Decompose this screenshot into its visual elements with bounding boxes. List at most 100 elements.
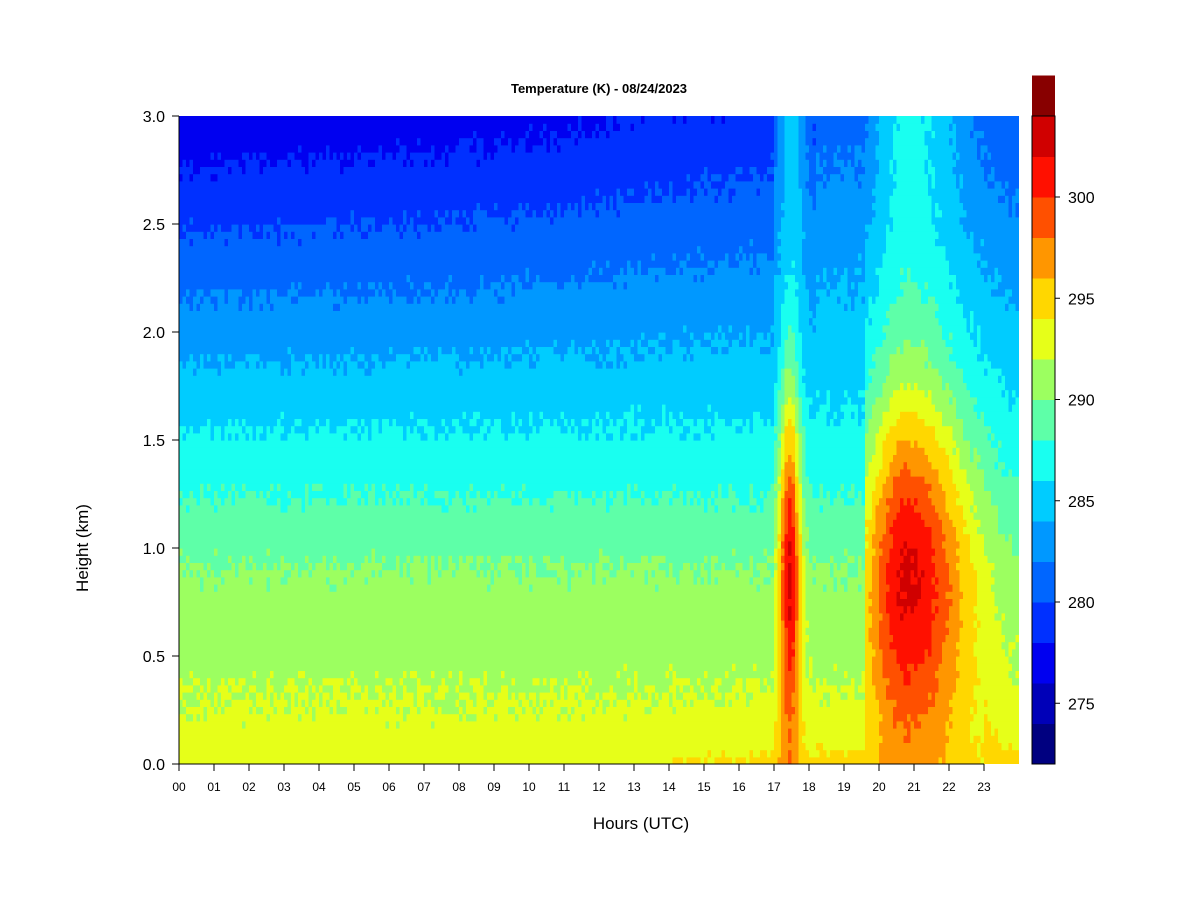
heatmap-cell <box>249 382 254 391</box>
heatmap-cell <box>270 720 275 729</box>
heatmap-cell <box>207 281 212 290</box>
heatmap-cell <box>245 526 250 535</box>
heatmap-cell <box>214 540 219 549</box>
heatmap-cell <box>270 368 275 376</box>
heatmap-cell <box>357 231 362 239</box>
heatmap-cell <box>354 461 359 470</box>
heatmap-cell <box>357 699 362 707</box>
heatmap-cell <box>228 425 233 434</box>
heatmap-cell <box>221 735 226 743</box>
heatmap-cell <box>350 166 355 175</box>
heatmap-cell <box>347 692 352 700</box>
heatmap-cell <box>277 512 282 520</box>
heatmap-cell <box>284 605 289 614</box>
heatmap-cell <box>312 504 317 513</box>
heatmap-cell <box>266 612 271 621</box>
heatmap-cell <box>284 144 289 153</box>
heatmap-cell <box>343 512 348 520</box>
heatmap-cell <box>354 411 359 419</box>
heatmap-cell <box>347 670 352 679</box>
heatmap-cell <box>347 504 352 513</box>
heatmap-cell <box>217 540 222 549</box>
heatmap-cell <box>277 490 282 499</box>
heatmap-cell <box>193 209 198 218</box>
heatmap-cell <box>256 728 261 736</box>
heatmap-cell <box>186 375 191 383</box>
heatmap-cell <box>193 375 198 383</box>
heatmap-cell <box>193 677 198 686</box>
heatmap-cell <box>291 548 296 556</box>
heatmap-cell <box>256 116 261 124</box>
heatmap-cell <box>256 353 261 362</box>
heatmap-cell <box>336 324 341 333</box>
heatmap-cell <box>189 404 194 412</box>
heatmap-cell <box>179 476 184 484</box>
heatmap-cell <box>207 296 212 304</box>
heatmap-cell <box>238 569 243 578</box>
heatmap-cell <box>277 432 282 441</box>
heatmap-cell <box>270 584 275 592</box>
heatmap-cell <box>319 152 324 160</box>
heatmap-cell <box>336 116 341 124</box>
heatmap-cell <box>214 238 219 247</box>
heatmap-cell <box>263 123 268 131</box>
heatmap-cell <box>249 670 254 679</box>
heatmap-cell <box>221 231 226 239</box>
heatmap-cell <box>221 713 226 722</box>
heatmap-cell <box>312 447 317 455</box>
heatmap-cell <box>179 526 184 535</box>
heatmap-cell <box>326 267 331 275</box>
heatmap-cell <box>231 296 236 304</box>
heatmap-cell <box>200 231 205 239</box>
heatmap-cell <box>231 749 236 758</box>
heatmap-cell <box>207 339 212 347</box>
heatmap-cell <box>238 252 243 261</box>
heatmap-cell <box>214 224 219 232</box>
heatmap-cell <box>368 224 373 232</box>
heatmap-cell <box>357 260 362 268</box>
heatmap-cell <box>347 231 352 239</box>
heatmap-cell <box>350 605 355 614</box>
heatmap-cell <box>186 159 191 167</box>
heatmap-cell <box>228 483 233 491</box>
heatmap-cell <box>249 440 254 448</box>
heatmap-cell <box>315 166 320 175</box>
heatmap-cell <box>193 166 198 175</box>
heatmap-cell <box>298 116 303 124</box>
heatmap-cell <box>347 461 352 470</box>
heatmap-cell <box>319 620 324 628</box>
heatmap-cell <box>249 569 254 578</box>
heatmap-cell <box>179 216 184 225</box>
heatmap-cell <box>298 404 303 412</box>
heatmap-cell <box>182 152 187 160</box>
heatmap-cell <box>357 576 362 585</box>
heatmap-cell <box>196 116 201 124</box>
heatmap-cell <box>263 152 268 160</box>
heatmap-cell <box>224 116 229 124</box>
heatmap-cell <box>189 519 194 527</box>
heatmap-cell <box>319 360 324 369</box>
heatmap-cell <box>305 699 310 707</box>
heatmap-cell <box>238 389 243 398</box>
heatmap-cell <box>193 303 198 311</box>
heatmap-cell <box>357 339 362 347</box>
heatmap-cell <box>343 396 348 405</box>
heatmap-cell <box>273 476 278 484</box>
heatmap-cell <box>301 267 306 275</box>
heatmap-cell <box>305 396 310 405</box>
heatmap-cell <box>340 137 345 146</box>
heatmap-cell <box>336 454 341 463</box>
heatmap-cell <box>284 137 289 146</box>
heatmap-cell <box>203 677 208 686</box>
heatmap-cell <box>319 440 324 448</box>
heatmap-cell <box>291 202 296 211</box>
heatmap-cell <box>224 569 229 578</box>
heatmap-cell <box>196 209 201 218</box>
heatmap-cell <box>273 533 278 542</box>
heatmap-cell <box>207 728 212 736</box>
heatmap-cell <box>245 144 250 153</box>
heatmap-cell <box>200 209 205 218</box>
heatmap-cell <box>333 375 338 383</box>
heatmap-cell <box>182 519 187 527</box>
heatmap-cell <box>245 137 250 146</box>
